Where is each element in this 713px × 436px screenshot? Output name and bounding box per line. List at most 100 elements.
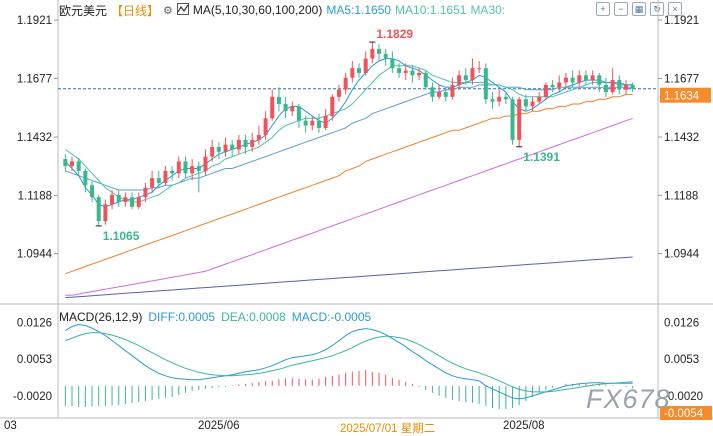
price-label-right: 1.1677 — [664, 73, 699, 85]
candle — [443, 87, 448, 102]
candle-body — [296, 106, 301, 121]
candle — [296, 104, 301, 128]
ma100-line — [65, 117, 633, 296]
period-label[interactable]: 【日线】 — [111, 3, 160, 18]
candle — [543, 82, 548, 100]
candle — [156, 170, 161, 188]
candle-body — [450, 84, 455, 97]
date-tick-jun: 2025/06 — [198, 420, 240, 432]
zoom-out-icon[interactable]: − — [614, 2, 628, 16]
watermark-logo: FX678 — [586, 384, 671, 414]
candle — [110, 190, 115, 210]
candle-body — [230, 144, 235, 150]
candle — [617, 75, 622, 95]
date-axis: 03 2025/06 2025/07/01 星期二 2025/08 — [0, 418, 713, 436]
candle-body — [343, 77, 348, 90]
candle-body — [583, 75, 588, 81]
candle-body — [443, 92, 448, 97]
candle-body — [403, 70, 408, 73]
candle-body — [590, 75, 595, 81]
candle — [530, 96, 535, 112]
macd-dea: DEA:0.0008 — [221, 310, 286, 324]
date-tick-left: 03 — [4, 420, 17, 432]
macd-value: MACD:-0.0005 — [291, 310, 372, 324]
candle — [290, 101, 295, 116]
candle-body — [150, 178, 155, 188]
candle-body — [530, 101, 535, 107]
candle-body — [283, 104, 288, 112]
candle — [417, 68, 422, 81]
candle-body — [90, 185, 95, 198]
candle — [437, 84, 442, 100]
reset-icon[interactable]: ↻ — [650, 2, 664, 16]
candle — [210, 139, 215, 162]
ma60-line — [65, 93, 633, 275]
candle-body — [490, 99, 495, 102]
candle-body — [163, 170, 168, 183]
candle — [497, 89, 502, 107]
candle — [123, 192, 128, 207]
candle-body — [477, 68, 482, 70]
candle-body — [397, 68, 402, 73]
candle — [136, 192, 141, 210]
candle — [223, 137, 228, 157]
candle — [630, 82, 635, 93]
candle-body — [503, 96, 508, 100]
candle-body — [523, 99, 528, 107]
candle-body — [250, 139, 255, 148]
candle — [423, 70, 428, 90]
macd-label-left: -0.0020 — [13, 391, 52, 403]
indicator-icon[interactable] — [176, 2, 189, 18]
candle-body — [603, 84, 608, 93]
candle-body — [363, 58, 368, 73]
candle-body — [623, 84, 628, 90]
candle-body — [236, 139, 241, 150]
candle-body — [517, 99, 522, 140]
candle — [336, 84, 341, 102]
candle — [143, 182, 148, 202]
candle — [216, 142, 221, 159]
candle — [570, 70, 575, 88]
toolbar: + − ▦ ↻ × — [596, 2, 682, 16]
candle-body — [263, 118, 268, 136]
price-label-right: 1.0944 — [664, 249, 700, 261]
candle-body — [316, 120, 321, 128]
candle — [96, 194, 101, 226]
candle — [490, 92, 495, 109]
zoom-in-icon[interactable]: + — [596, 2, 610, 16]
fullscreen-icon[interactable]: ▦ — [632, 2, 646, 16]
gear-icon[interactable]: ⚙ — [163, 4, 173, 17]
ma10-line — [65, 65, 633, 203]
candle — [116, 190, 121, 207]
chart-header: 欧元美元 【日线】 ⚙ MA(5,10,30,60,100,200) MA5:1… — [0, 0, 509, 20]
candle-body — [610, 80, 615, 93]
candle — [450, 77, 455, 100]
candle — [70, 156, 75, 171]
candle-body — [170, 170, 175, 174]
candle-body — [96, 197, 101, 222]
candle — [563, 72, 568, 88]
candle-body — [156, 178, 161, 183]
candle — [603, 77, 608, 97]
candle — [170, 166, 175, 181]
candle-body — [143, 187, 148, 198]
low-annotation-mid: 1.1391 — [523, 150, 560, 164]
candle — [457, 70, 462, 90]
candle — [90, 181, 95, 202]
candle-body — [323, 115, 328, 128]
candle-body — [83, 170, 88, 186]
candle-body — [563, 77, 568, 83]
macd-header: MACD(26,12,9) DIFF:0.0005 DEA:0.0008 MAC… — [59, 310, 377, 324]
candle — [523, 94, 528, 112]
candle — [250, 132, 255, 152]
candle-body — [130, 197, 135, 207]
current-price-tag — [660, 87, 711, 103]
symbol-label: 欧元美元 — [59, 3, 108, 18]
candle-body — [76, 161, 81, 171]
price-label-left: 1.1677 — [17, 73, 52, 85]
candle-body — [196, 166, 201, 171]
close-icon[interactable]: × — [668, 2, 682, 16]
candle — [550, 80, 555, 93]
